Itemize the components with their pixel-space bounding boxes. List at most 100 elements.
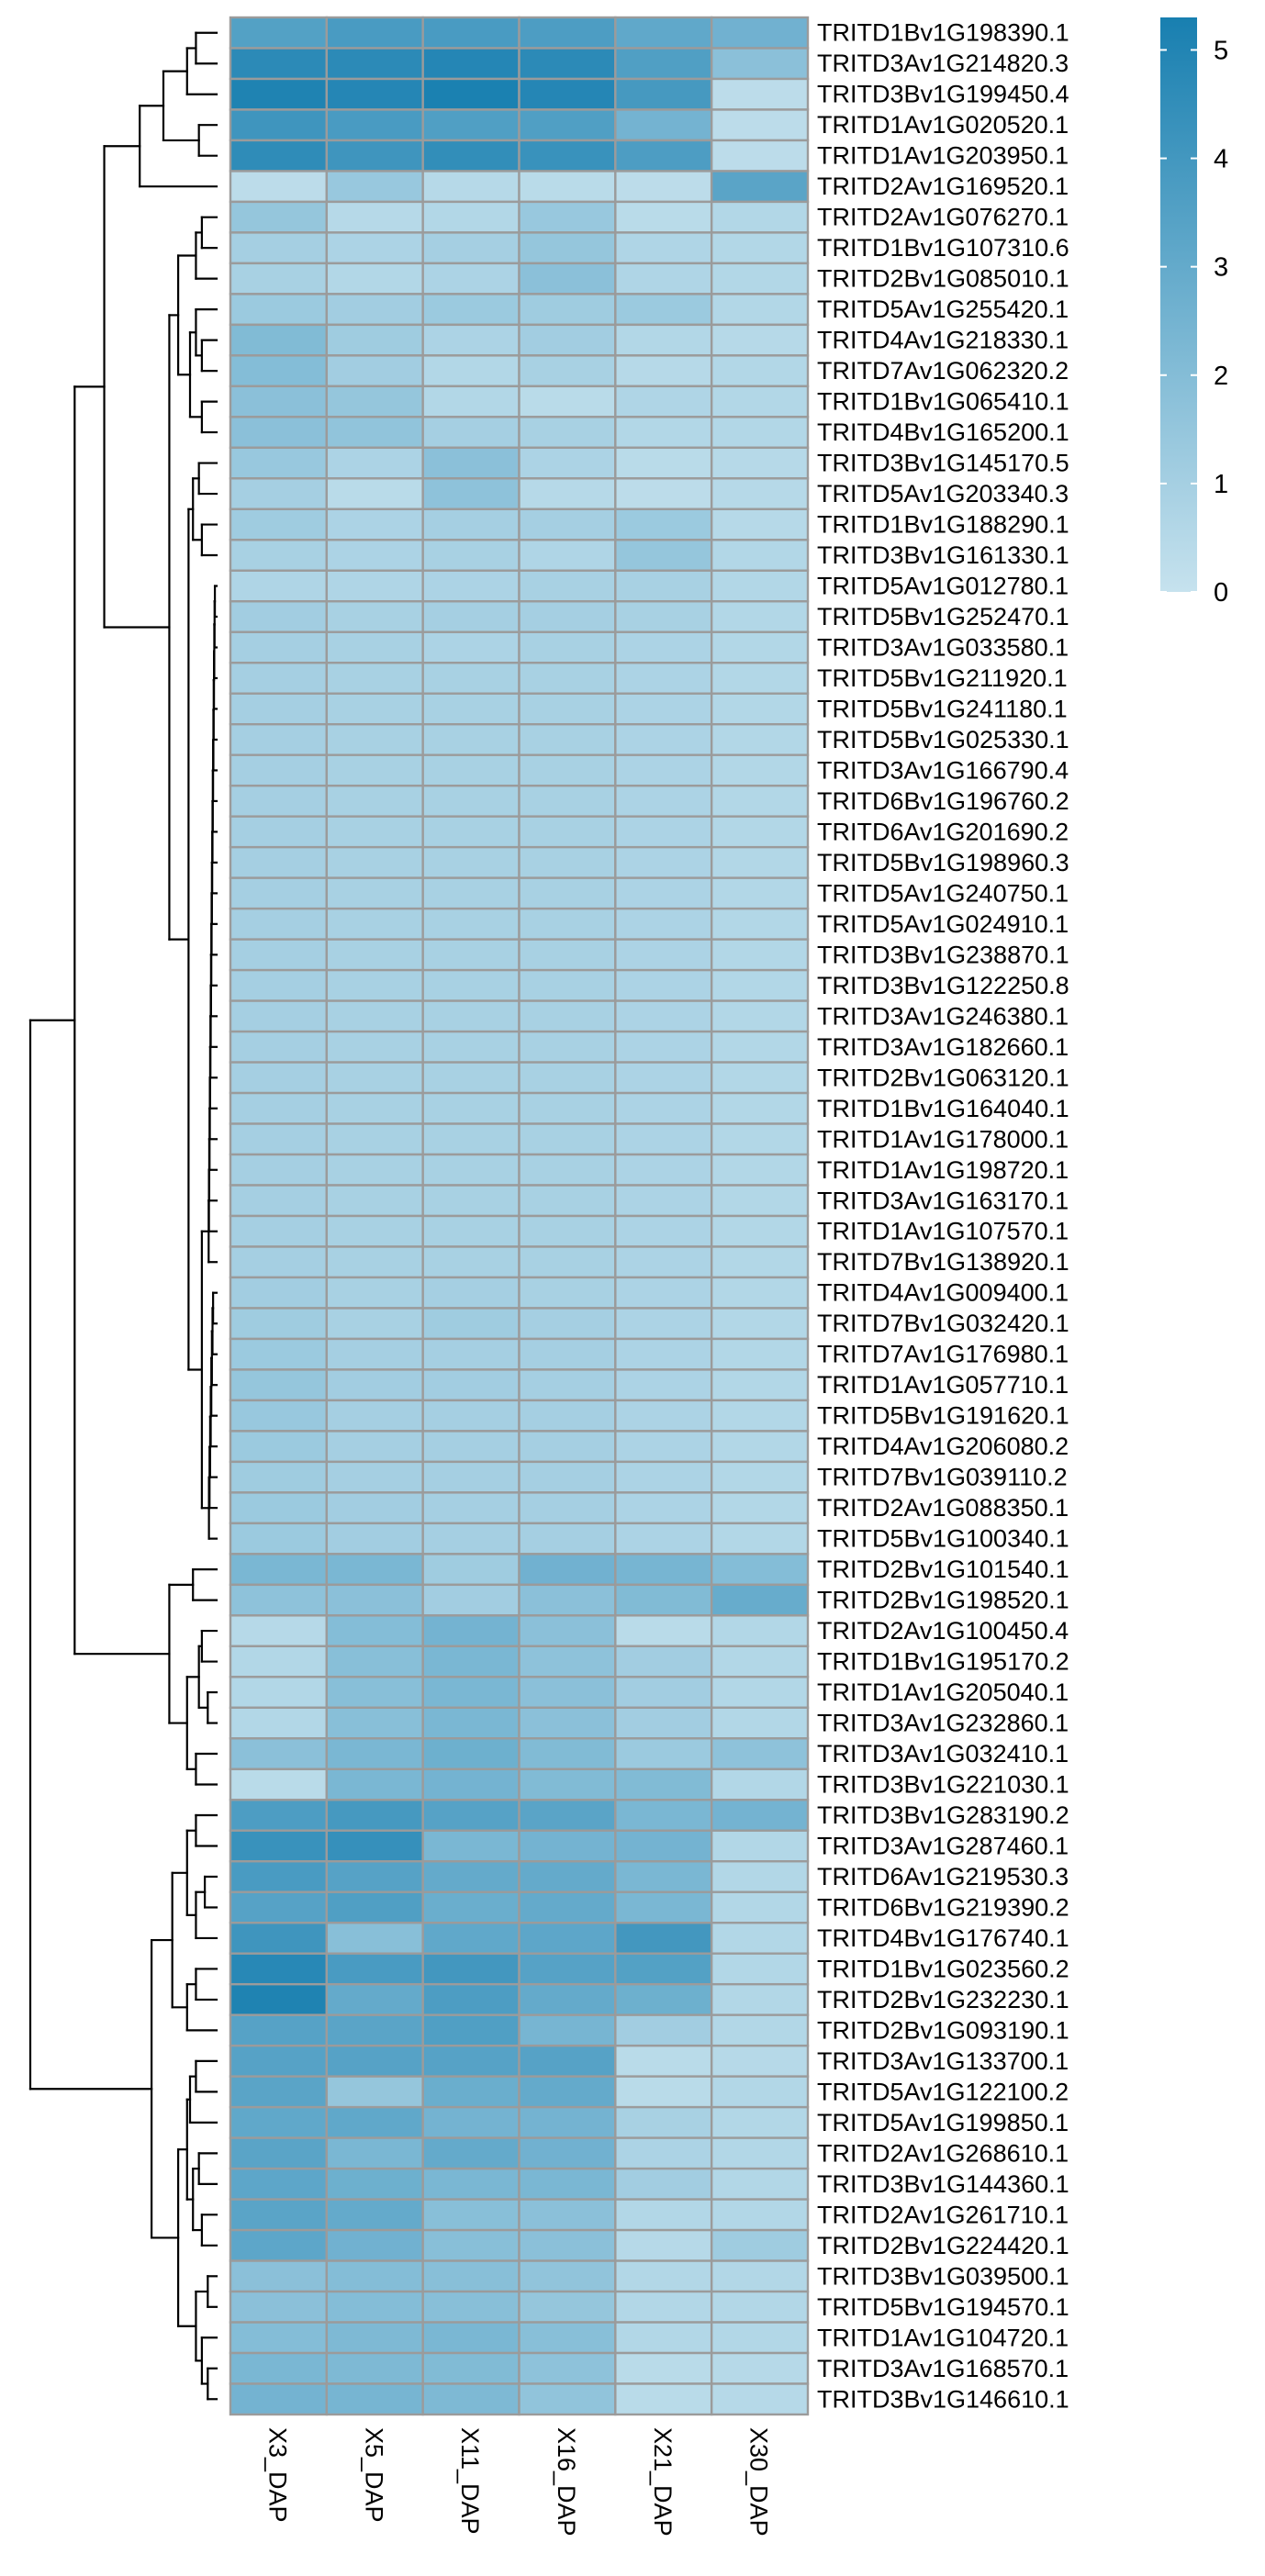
row-label: TRITD5Bv1G252470.1 — [817, 603, 1069, 630]
heatmap-cell — [710, 77, 810, 111]
row-label: TRITD3Av1G133700.1 — [817, 2047, 1069, 2075]
row-label: TRITD3Av1G033580.1 — [817, 633, 1069, 661]
heatmap-cell — [325, 231, 424, 265]
row-label: TRITD5Av1G122100.2 — [817, 2078, 1069, 2105]
heatmap-cell — [518, 753, 617, 787]
heatmap-cells — [229, 16, 810, 2416]
heatmap-cell — [614, 1184, 713, 1218]
heatmap-cell — [614, 1460, 713, 1494]
row-label: TRITD3Bv1G238870.1 — [817, 941, 1069, 968]
row-label: TRITD1Av1G107570.1 — [817, 1218, 1069, 1245]
heatmap-cell — [614, 231, 713, 265]
heatmap-cell — [518, 231, 617, 265]
heatmap-cell — [710, 385, 810, 418]
heatmap-cell — [421, 1614, 521, 1648]
legend-tick-label: 5 — [1214, 36, 1228, 65]
heatmap-cell — [710, 416, 810, 450]
heatmap-cell — [421, 1922, 521, 1955]
heatmap-cell — [421, 446, 521, 480]
heatmap-cell — [710, 2259, 810, 2293]
heatmap-cell — [229, 662, 329, 695]
heatmap-cell — [710, 108, 810, 142]
heatmap-cell — [518, 507, 617, 541]
heatmap-cell — [518, 1706, 617, 1740]
heatmap-cell — [710, 1922, 810, 1955]
heatmap-cell — [518, 1614, 617, 1648]
heatmap-cell — [710, 262, 810, 296]
heatmap-cell — [518, 2167, 617, 2201]
heatmap-cell — [421, 968, 521, 1002]
heatmap-cell — [229, 2321, 329, 2355]
heatmap-cell — [325, 753, 424, 787]
heatmap-cell — [229, 1491, 329, 1525]
heatmap-cell — [710, 753, 810, 787]
heatmap-cell — [710, 2167, 810, 2201]
row-label: TRITD6Av1G219530.3 — [817, 1863, 1069, 1890]
heatmap-cell — [518, 2259, 617, 2293]
row-label: TRITD1Av1G203950.1 — [817, 142, 1069, 170]
heatmap-cell — [229, 1768, 329, 1801]
heatmap-cell — [518, 2136, 617, 2170]
heatmap-cell — [325, 2075, 424, 2109]
heatmap-cell — [325, 1922, 424, 1955]
heatmap-cell — [710, 2075, 810, 2109]
heatmap-cell — [710, 1491, 810, 1525]
heatmap-cell — [421, 1122, 521, 1156]
heatmap-cell — [710, 1368, 810, 1402]
heatmap-cell — [614, 2105, 713, 2139]
heatmap-cell — [614, 1952, 713, 1986]
heatmap-cell — [518, 907, 617, 941]
heatmap-cell — [421, 1583, 521, 1617]
heatmap-cell — [614, 845, 713, 879]
row-label: TRITD7Av1G176980.1 — [817, 1341, 1069, 1368]
heatmap-cell — [710, 1952, 810, 1986]
heatmap-cell — [518, 416, 617, 450]
heatmap-cell — [518, 1153, 617, 1187]
row-label: TRITD5Av1G240750.1 — [817, 879, 1069, 907]
heatmap-cell — [229, 1829, 329, 1863]
row-label: TRITD3Bv1G199450.4 — [817, 81, 1069, 108]
heatmap-cell — [614, 630, 713, 664]
heatmap-cell — [229, 2167, 329, 2201]
heatmap-cell — [421, 1091, 521, 1125]
heatmap-cell — [421, 1768, 521, 1801]
heatmap-cell — [518, 630, 617, 664]
legend-tick-label: 4 — [1214, 145, 1228, 174]
heatmap-cell — [325, 108, 424, 142]
heatmap-cell — [229, 1184, 329, 1218]
heatmap-cell — [518, 1460, 617, 1494]
heatmap-cell — [421, 815, 521, 849]
heatmap-cell — [229, 1890, 329, 1924]
heatmap-cell — [614, 1491, 713, 1525]
heatmap-cell — [710, 662, 810, 695]
heatmap-cell — [421, 200, 521, 234]
heatmap-cell — [614, 416, 713, 450]
heatmap-cell — [325, 876, 424, 910]
heatmap-cell — [518, 1645, 617, 1678]
heatmap-cell — [421, 416, 521, 450]
heatmap-cell — [614, 16, 713, 50]
heatmap-cell — [614, 1706, 713, 1740]
heatmap-cell — [229, 1122, 329, 1156]
row-label: TRITD4Av1G218330.1 — [817, 327, 1069, 354]
heatmap-cell — [421, 600, 521, 633]
heatmap-cell — [229, 507, 329, 541]
row-label: TRITD1Bv1G107310.6 — [817, 234, 1069, 262]
row-label: TRITD5Bv1G025330.1 — [817, 726, 1069, 753]
heatmap-cell — [710, 600, 810, 633]
heatmap-cell — [421, 1153, 521, 1187]
heatmap-cell — [421, 2259, 521, 2293]
legend-tick-label: 1 — [1214, 470, 1228, 499]
row-label: TRITD1Bv1G188290.1 — [817, 511, 1069, 539]
heatmap-cell — [518, 1491, 617, 1525]
heatmap-cell — [518, 1829, 617, 1863]
heatmap-cell — [710, 200, 810, 234]
row-label: TRITD2Bv1G085010.1 — [817, 265, 1069, 293]
heatmap-cell — [229, 1307, 329, 1341]
heatmap-cell — [421, 1245, 521, 1279]
heatmap-cell — [325, 293, 424, 327]
heatmap-cell — [421, 108, 521, 142]
row-label: TRITD2Av1G100450.4 — [817, 1617, 1069, 1645]
heatmap-cell — [421, 539, 521, 572]
heatmap-cell — [710, 354, 810, 388]
